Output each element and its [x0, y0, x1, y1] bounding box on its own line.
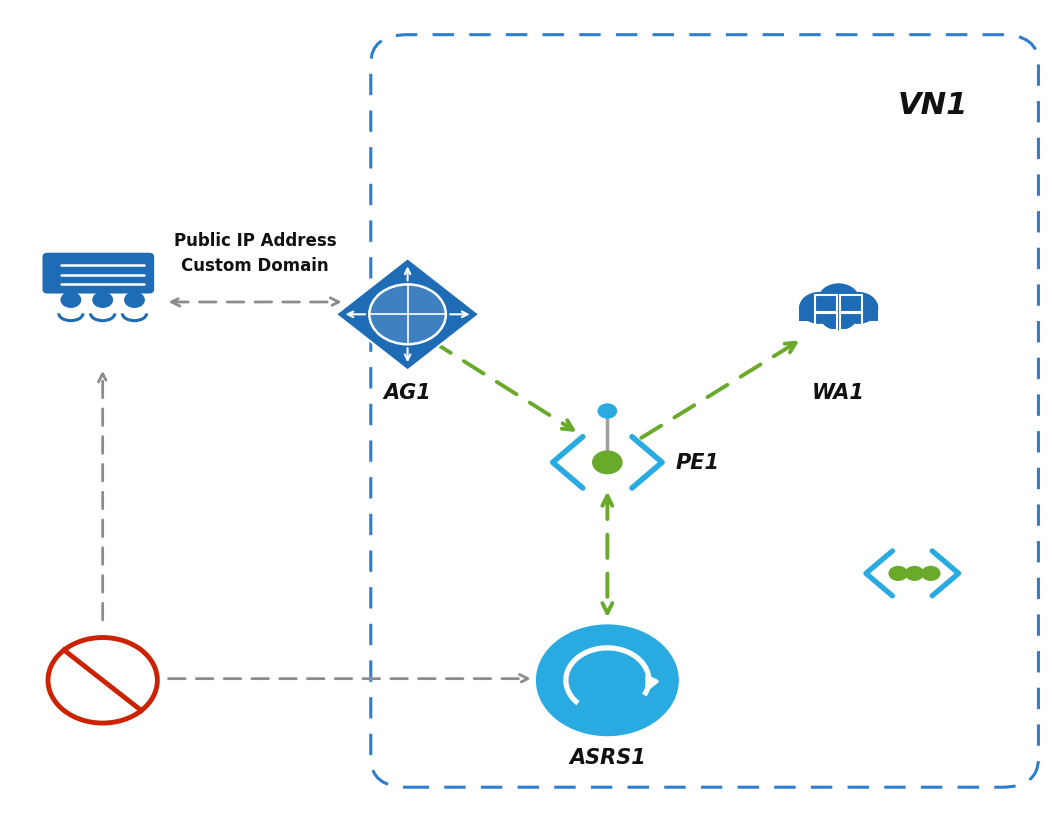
Circle shape: [905, 566, 924, 581]
FancyBboxPatch shape: [42, 253, 154, 294]
Circle shape: [536, 624, 679, 736]
Circle shape: [818, 284, 859, 316]
Circle shape: [819, 301, 858, 331]
Circle shape: [597, 404, 617, 419]
Circle shape: [889, 566, 908, 581]
Circle shape: [124, 292, 145, 308]
Text: AG1: AG1: [384, 383, 431, 403]
Text: PE1: PE1: [675, 453, 720, 473]
Circle shape: [369, 285, 446, 345]
Polygon shape: [336, 259, 479, 371]
FancyBboxPatch shape: [799, 306, 878, 322]
Text: WA1: WA1: [812, 383, 865, 403]
Circle shape: [60, 292, 81, 308]
Text: ASRS1: ASRS1: [569, 747, 646, 767]
Circle shape: [48, 638, 157, 723]
Text: VN1: VN1: [898, 91, 968, 120]
Circle shape: [921, 566, 941, 581]
Text: Public IP Address
Custom Domain: Public IP Address Custom Domain: [173, 232, 336, 275]
Circle shape: [592, 451, 623, 475]
Circle shape: [799, 293, 840, 324]
Circle shape: [837, 293, 878, 324]
Circle shape: [92, 292, 113, 308]
